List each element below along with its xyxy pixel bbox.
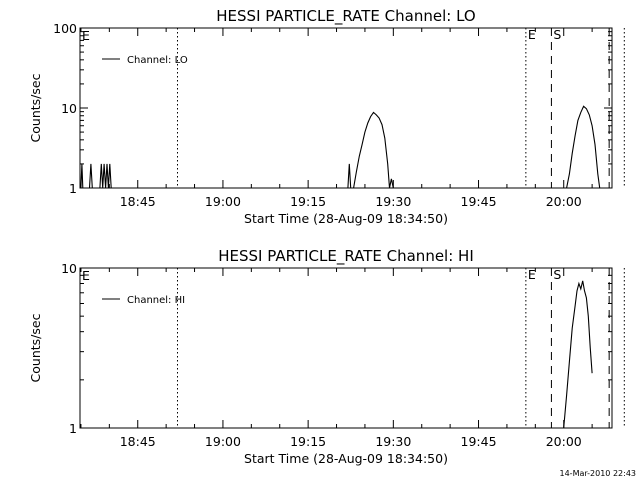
chart-title: HESSI PARTICLE_RATE Channel: HI xyxy=(218,247,474,266)
x-tick-label: 19:30 xyxy=(375,434,411,449)
series-line xyxy=(563,280,593,429)
legend-label: Channel: LO xyxy=(127,55,188,66)
y-tick-label: 100 xyxy=(53,21,77,36)
x-axis-label: Start Time (28-Aug-09 18:34:50) xyxy=(244,451,448,466)
x-tick-label: 20:00 xyxy=(546,194,582,209)
y-tick-label: 10 xyxy=(61,261,77,276)
chart-panel-lo: HESSI PARTICLE_RATE Channel: LO 18:45 19:0… xyxy=(28,7,625,226)
marker-label: S xyxy=(553,267,561,282)
x-tick-label: 19:30 xyxy=(375,194,411,209)
chart-title: HESSI PARTICLE_RATE Channel: LO xyxy=(216,7,475,26)
x-tick-label: 19:00 xyxy=(205,194,241,209)
marker-label: S xyxy=(553,27,561,42)
x-axis-label: Start Time (28-Aug-09 18:34:50) xyxy=(244,211,448,226)
chart-panel-hi: HESSI PARTICLE_RATE Channel: HI 18:45 19:0… xyxy=(28,247,625,466)
y-axis-label: Counts/sec xyxy=(28,73,43,142)
x-tick-label: 19:15 xyxy=(290,194,326,209)
marker-label: E xyxy=(528,267,536,282)
corner-marker-label: E xyxy=(82,268,90,283)
plot-frame xyxy=(79,267,613,429)
y-tick-label: 1 xyxy=(69,181,77,196)
x-tick-label: 19:15 xyxy=(290,434,326,449)
marker-label: E xyxy=(528,27,536,42)
series-line xyxy=(80,105,601,189)
x-tick-label: 19:45 xyxy=(461,434,497,449)
plot-frame xyxy=(79,27,613,189)
x-tick-label: 19:00 xyxy=(205,434,241,449)
y-axis-label: Counts/sec xyxy=(28,313,43,382)
y-tick-label: 10 xyxy=(61,101,77,116)
x-tick-label: 20:00 xyxy=(546,434,582,449)
x-tick-label: 18:45 xyxy=(120,194,156,209)
legend-label: Channel: HI xyxy=(127,295,185,306)
x-tick-label: 18:45 xyxy=(120,434,156,449)
x-tick-label: 19:45 xyxy=(461,194,497,209)
corner-marker-label: E xyxy=(82,28,90,43)
footer-timestamp: 14-Mar-2010 22:43 xyxy=(560,469,637,478)
y-tick-label: 1 xyxy=(69,421,77,436)
